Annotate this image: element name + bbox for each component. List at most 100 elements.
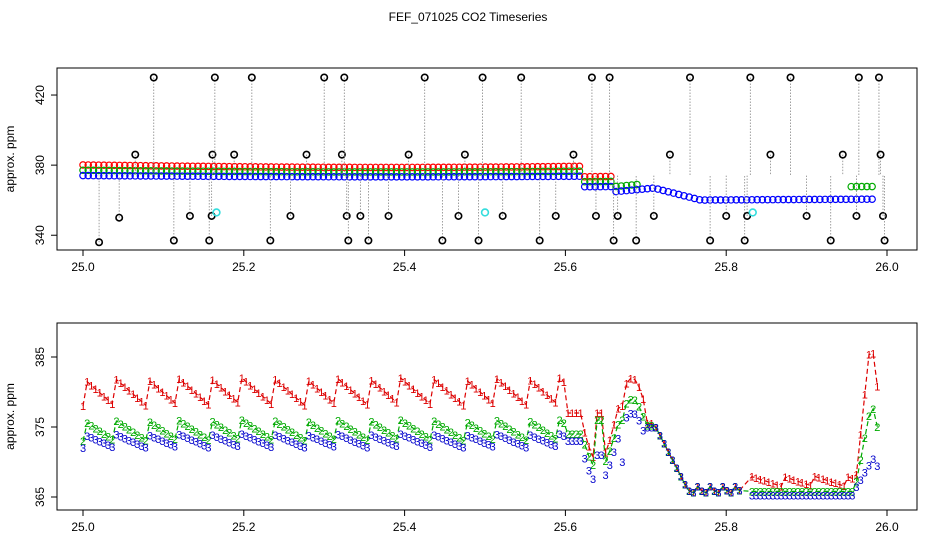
p2-series2-label: 2 bbox=[477, 426, 483, 438]
p2-series3-label: 3 bbox=[138, 441, 144, 453]
p2-series3-label: 3 bbox=[306, 430, 312, 442]
p1-series1-point bbox=[131, 161, 140, 170]
p1-series2-point bbox=[408, 168, 417, 176]
p2-series2-label: 2 bbox=[853, 477, 859, 489]
p2-series1-label: 1 bbox=[761, 476, 767, 488]
p1-series1-point bbox=[554, 162, 563, 171]
p1-outlier-point bbox=[356, 211, 365, 220]
p2-series1-label: 1 bbox=[799, 478, 805, 490]
p2-series3-label: 3 bbox=[260, 438, 266, 450]
p1-series3-point bbox=[758, 195, 767, 204]
p1-series3-point bbox=[774, 195, 782, 204]
p2-series1-label: 1 bbox=[197, 392, 203, 404]
p2-series1-label: 1 bbox=[481, 391, 487, 403]
p2-series2-label: 2 bbox=[577, 429, 583, 441]
p2-series2-label: 2 bbox=[414, 426, 420, 438]
p2-series1-label: 1 bbox=[853, 470, 859, 482]
p2-series1-label: 1 bbox=[360, 396, 366, 408]
p2-series3-label: 3 bbox=[577, 436, 583, 448]
p2-series1-label: 1 bbox=[109, 399, 115, 411]
p2-series2-label: 2 bbox=[251, 423, 257, 435]
p2-series1-label: 1 bbox=[699, 486, 705, 498]
p2-series1-label: 1 bbox=[164, 391, 170, 403]
p1-series2-point bbox=[549, 167, 558, 176]
p1-series3-point bbox=[565, 172, 573, 181]
p1-series1-point bbox=[241, 162, 249, 171]
p2-series1-label: 1 bbox=[786, 474, 792, 486]
p2-series3-label: 3 bbox=[456, 441, 462, 453]
p1-series3-point bbox=[450, 172, 458, 181]
p2-series2-label: 2 bbox=[469, 420, 475, 432]
p1-series1-point bbox=[314, 163, 322, 172]
p1-series2-point bbox=[554, 167, 563, 176]
p1-series3-point bbox=[147, 172, 155, 180]
p1-series3-point bbox=[622, 186, 631, 195]
p1-series3-point bbox=[789, 195, 798, 204]
p2-series2-label: 2 bbox=[126, 424, 132, 436]
p2-series1-label: 1 bbox=[803, 479, 809, 491]
p1-outlier-point bbox=[649, 211, 658, 220]
p2-series1-label: 1 bbox=[101, 391, 107, 403]
p2-series1-label: 1 bbox=[849, 473, 855, 485]
p1-series3-point bbox=[319, 172, 328, 181]
p2-series1-label: 1 bbox=[832, 478, 838, 490]
p2-series2-label: 2 bbox=[724, 486, 730, 498]
p2-series2-label: 2 bbox=[824, 486, 830, 498]
p1-outlier-point bbox=[766, 150, 775, 159]
p2-series1-label: 1 bbox=[402, 377, 408, 389]
p2-series1-label: 1 bbox=[155, 383, 161, 395]
p2-series3-label: 3 bbox=[331, 442, 337, 454]
p1-series2-point bbox=[533, 167, 542, 176]
p1-series2-point bbox=[445, 168, 453, 176]
p2-series1-label: 1 bbox=[460, 400, 466, 412]
p1-series2-point bbox=[298, 168, 307, 176]
p1-series1-point bbox=[481, 163, 490, 171]
p1-series2-point bbox=[335, 168, 343, 176]
p1-series2-point bbox=[418, 168, 427, 176]
p2-series1-label: 1 bbox=[348, 385, 354, 397]
p1-series1-point bbox=[486, 163, 495, 171]
p2-series1-label: 1 bbox=[285, 386, 291, 398]
p2-series3-label: 3 bbox=[243, 431, 249, 443]
p1-outlier-point bbox=[337, 150, 346, 159]
p2-series2-label: 2 bbox=[97, 426, 103, 438]
p2-series2-label: 2 bbox=[293, 430, 299, 442]
p1-series3-point bbox=[695, 195, 704, 204]
p2-series2-label: 2 bbox=[849, 486, 855, 498]
p2-series1-label: 1 bbox=[222, 386, 228, 398]
p2-series3-label: 3 bbox=[523, 442, 529, 454]
p2-series3-label: 3 bbox=[828, 491, 834, 503]
p2-series3-label: 3 bbox=[728, 488, 734, 500]
p2-series2-label: 2 bbox=[226, 428, 232, 440]
p2-series3-label: 3 bbox=[431, 430, 437, 442]
p1-outlier-point bbox=[743, 211, 752, 220]
p1-series3-point bbox=[377, 172, 385, 181]
p1-series3-point bbox=[612, 187, 620, 196]
p2-series2-label: 2 bbox=[109, 434, 115, 446]
p1-series2-point bbox=[863, 182, 871, 191]
p2-series3-label: 3 bbox=[866, 460, 872, 472]
p1-x-tick-label: 25.8 bbox=[715, 260, 739, 274]
panel-bottom-data-series: 1111111111111111111111111111111111111111… bbox=[80, 349, 880, 503]
p1-y-tick-label: 380 bbox=[33, 155, 47, 175]
p1-outlier-point bbox=[880, 236, 889, 245]
p1-series2-point bbox=[204, 167, 213, 176]
p2-series3-label: 3 bbox=[603, 470, 609, 482]
p2-series3-label: 3 bbox=[807, 491, 813, 503]
p2-series2-label: 2 bbox=[427, 434, 433, 446]
p1-series1-point bbox=[460, 163, 469, 172]
p2-series1-label: 1 bbox=[243, 377, 249, 389]
p2-series2-label: 2 bbox=[837, 486, 843, 498]
p1-outlier-point bbox=[320, 73, 329, 82]
p2-series3-label: 3 bbox=[352, 437, 358, 449]
p2-series2-label: 2 bbox=[803, 486, 809, 498]
p1-series2-point bbox=[633, 180, 641, 189]
p2-series1-label: 1 bbox=[791, 475, 797, 487]
p1-series3-point bbox=[100, 171, 108, 180]
p2-series3-label: 3 bbox=[519, 440, 525, 452]
p2-series3-label: 3 bbox=[845, 491, 851, 503]
p1-outlier-point bbox=[286, 211, 295, 220]
p2-series2-label: 2 bbox=[619, 415, 625, 427]
p1-series2-point bbox=[382, 168, 390, 176]
p1-series2-point bbox=[121, 166, 129, 175]
